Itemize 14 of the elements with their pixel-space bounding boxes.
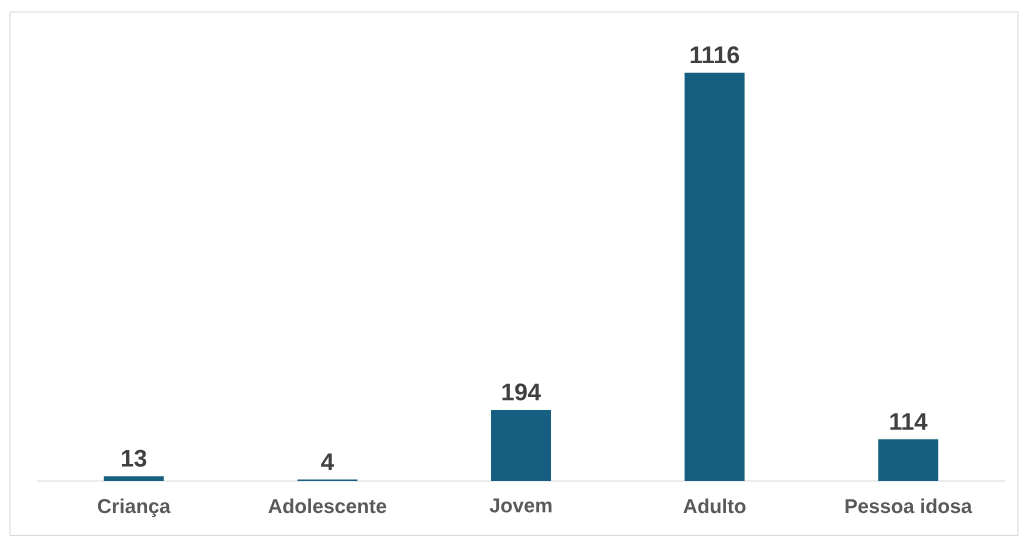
- x-tick-label: Criança: [97, 498, 171, 518]
- bar: [878, 439, 939, 481]
- x-tick-label: Adulto: [683, 498, 746, 514]
- data-label: 1116: [690, 46, 740, 64]
- x-tick-label: Pessoa idosa: [845, 498, 973, 514]
- data-label: 13: [121, 449, 147, 467]
- x-tick-label: Jovem: [489, 498, 552, 513]
- x-tick-label: Adolescente: [268, 498, 387, 514]
- data-label: 4: [321, 453, 334, 471]
- bar: [103, 476, 164, 481]
- bar: [684, 72, 745, 481]
- bar: [491, 410, 551, 481]
- data-label: 194: [502, 383, 541, 401]
- data-label: 114: [890, 413, 928, 430]
